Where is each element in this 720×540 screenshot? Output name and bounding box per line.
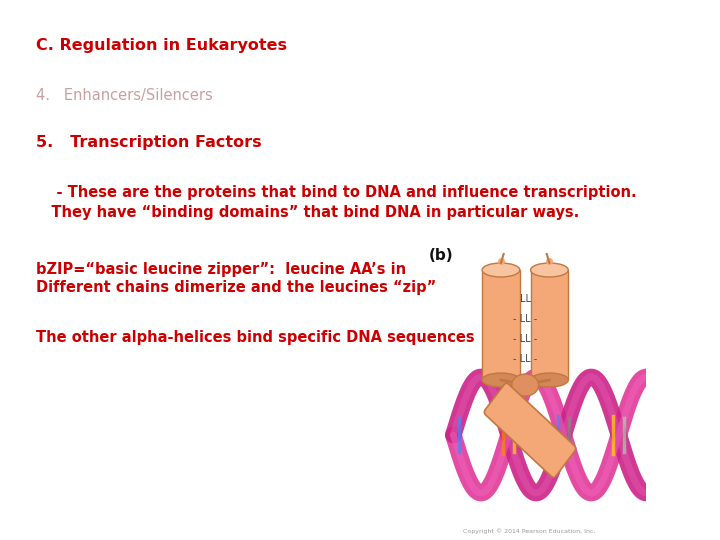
Text: Different chains dimerize and the leucines “zip”: Different chains dimerize and the leucin… <box>36 280 436 295</box>
Text: Copyright © 2014 Pearson Education, Inc.: Copyright © 2014 Pearson Education, Inc. <box>464 528 596 534</box>
Text: - LL -: - LL - <box>513 314 537 324</box>
Text: The other alpha-helices bind specific DNA sequences: The other alpha-helices bind specific DN… <box>36 330 474 345</box>
Ellipse shape <box>482 373 520 387</box>
Text: - LL -: - LL - <box>513 334 537 344</box>
Text: - These are the proteins that bind to DNA and influence transcription.: - These are the proteins that bind to DN… <box>36 185 636 200</box>
Text: - LL -: - LL - <box>513 354 537 364</box>
Ellipse shape <box>531 373 568 387</box>
Ellipse shape <box>482 263 520 277</box>
Text: C. Regulation in Eukaryotes: C. Regulation in Eukaryotes <box>36 38 287 53</box>
Text: 5.   Transcription Factors: 5. Transcription Factors <box>36 135 261 150</box>
Text: LL: LL <box>520 294 531 304</box>
Ellipse shape <box>531 263 568 277</box>
Text: They have “binding domains” that bind DNA in particular ways.: They have “binding domains” that bind DN… <box>36 205 579 220</box>
Bar <box>482 270 520 380</box>
Bar <box>531 270 568 380</box>
Text: 4.   Enhancers/Silencers: 4. Enhancers/Silencers <box>36 88 212 103</box>
Text: bZIP=“basic leucine zipper”:  leucine AA’s in: bZIP=“basic leucine zipper”: leucine AA’… <box>36 262 406 277</box>
FancyBboxPatch shape <box>485 383 576 477</box>
Ellipse shape <box>512 374 539 396</box>
Text: (b): (b) <box>429 248 454 263</box>
